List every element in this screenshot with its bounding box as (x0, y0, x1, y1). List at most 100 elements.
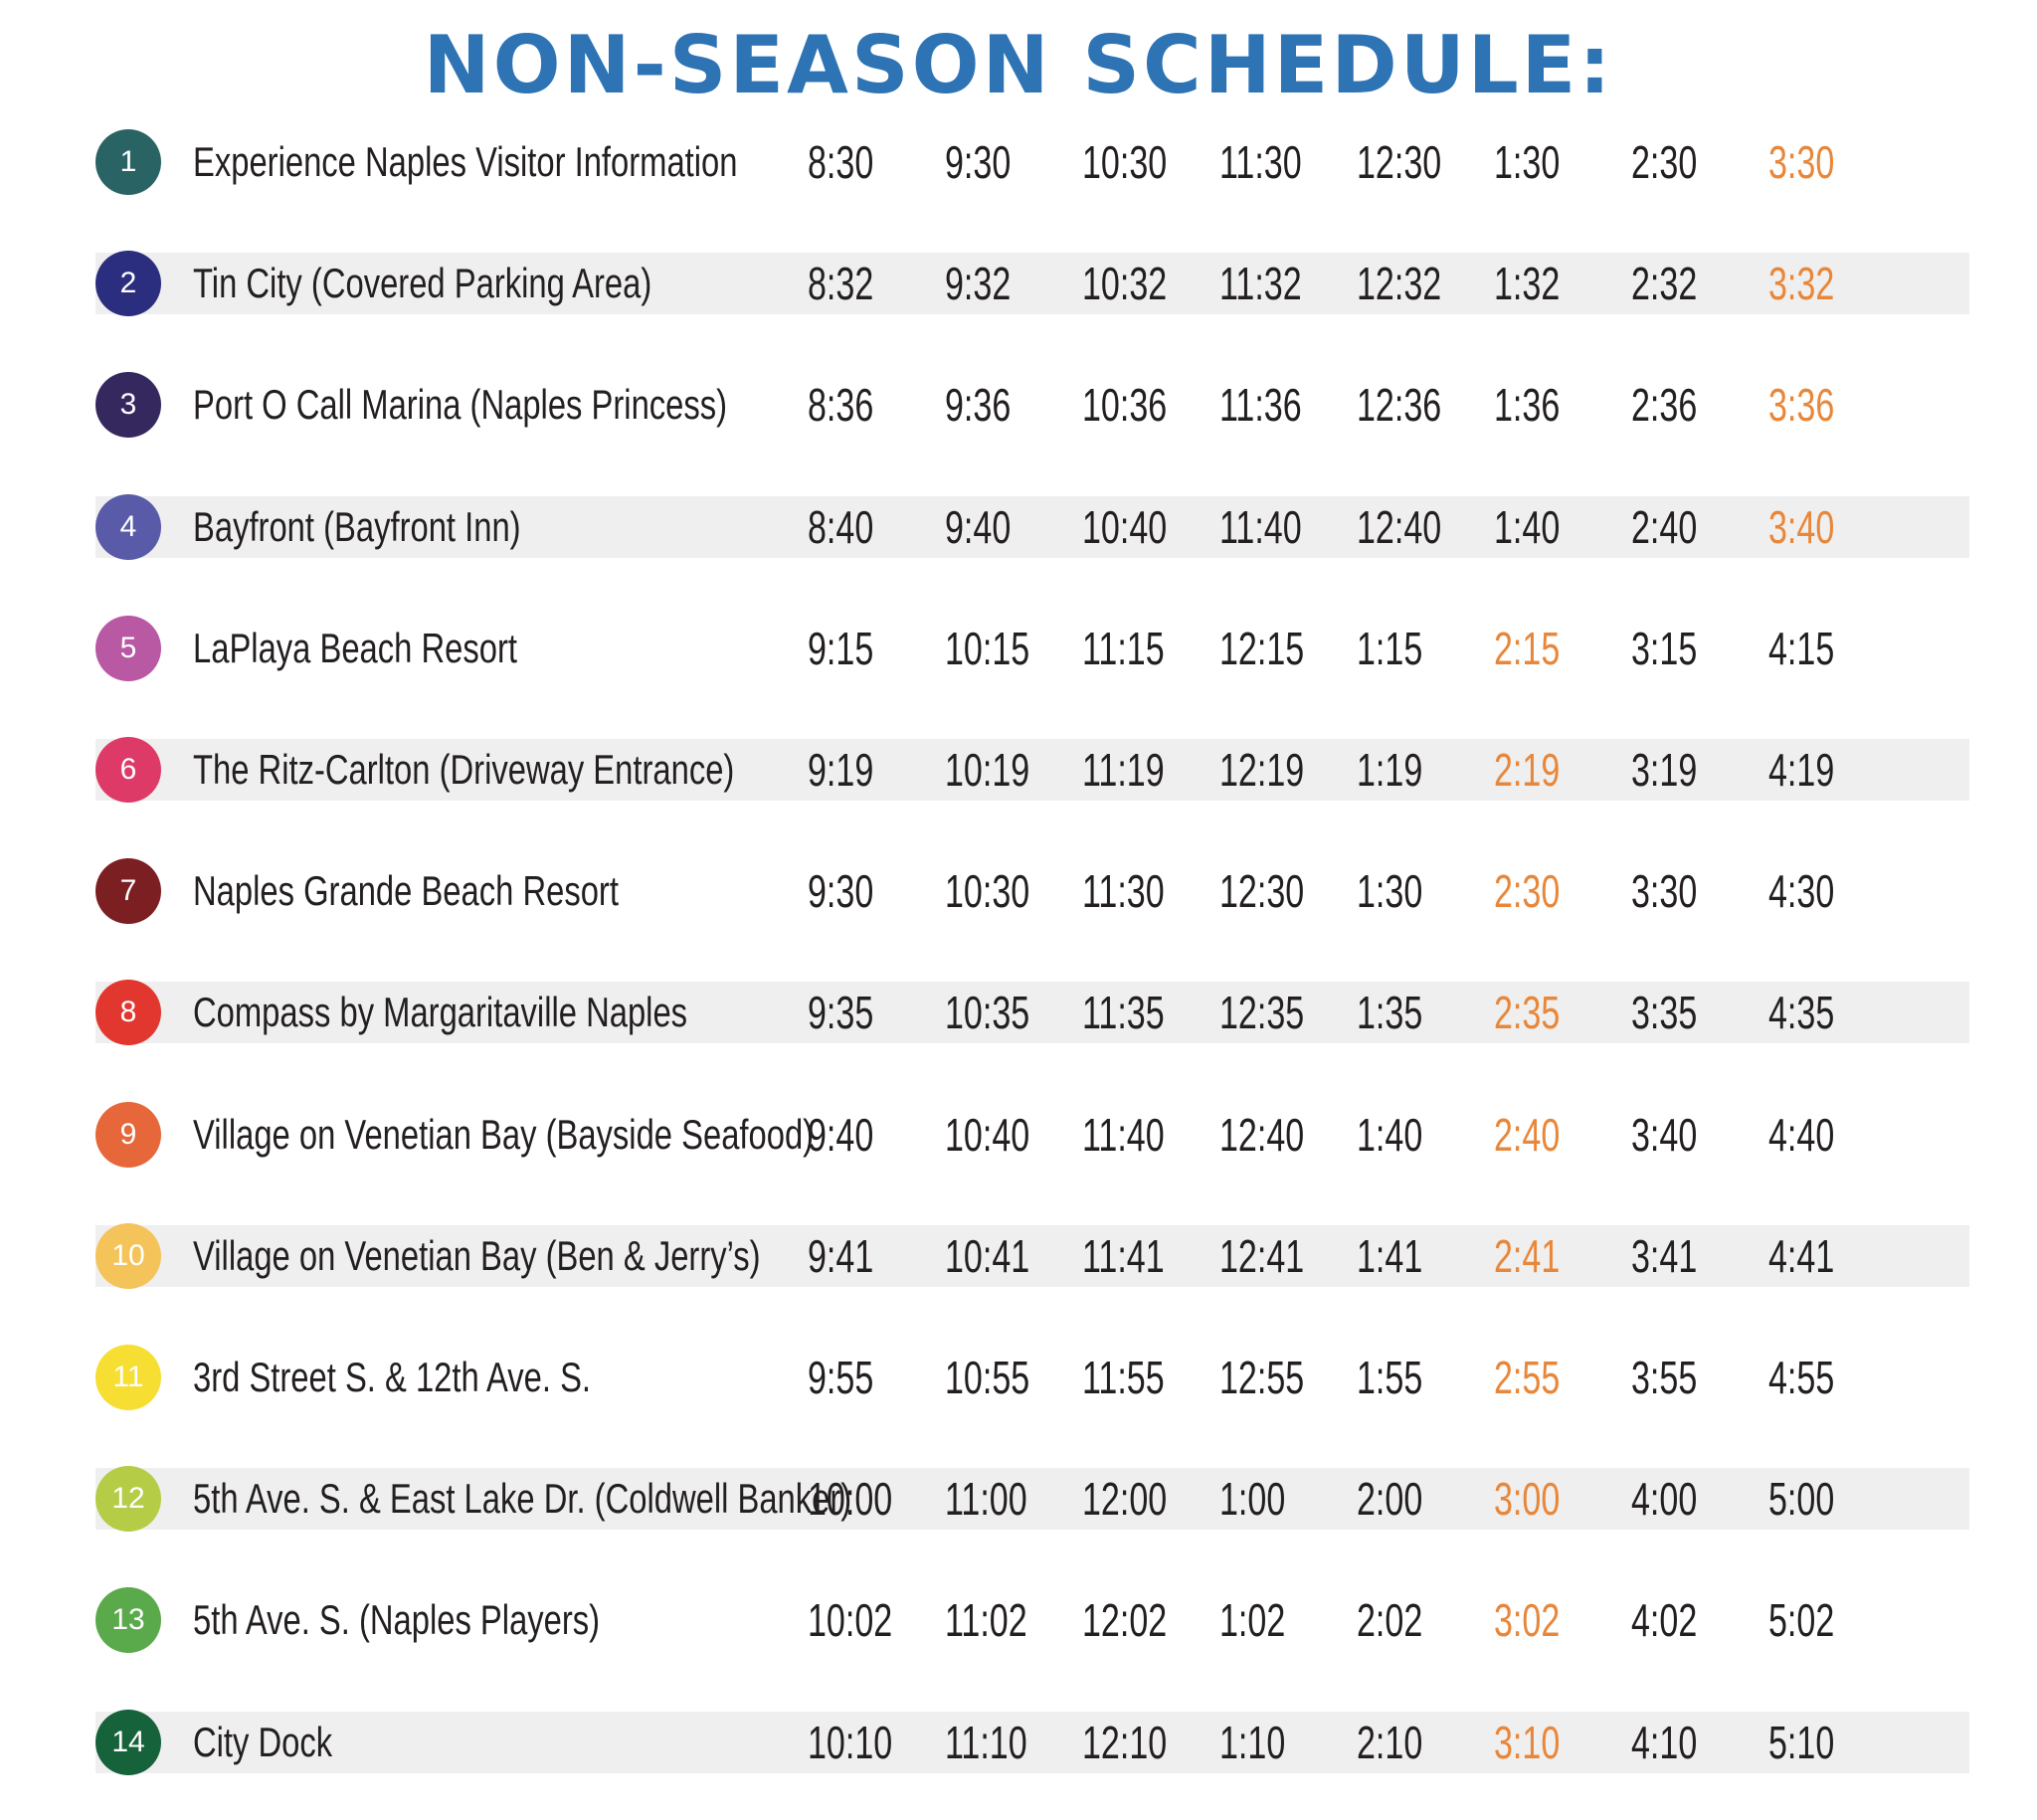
departure-time: 4:10 (1631, 1717, 1698, 1768)
stop-number-badge: 1 (95, 129, 161, 195)
departure-time: 9:30 (808, 865, 874, 917)
stop-name: Village on Venetian Bay (Ben & Jerry’s) (193, 1232, 761, 1279)
departure-time: 2:55 (1494, 1352, 1561, 1403)
departure-time: 11:35 (1082, 987, 1165, 1038)
stop-name: 5th Ave. S. (Naples Players) (193, 1596, 601, 1643)
departure-time: 3:10 (1494, 1717, 1561, 1768)
stop-number-badge: 3 (95, 372, 161, 438)
departure-time: 11:00 (945, 1473, 1027, 1525)
departure-time: 2:00 (1357, 1473, 1423, 1525)
departure-time: 2:30 (1494, 865, 1561, 917)
stop-number-badge: 8 (95, 980, 161, 1045)
departure-time: 3:19 (1631, 744, 1698, 796)
departure-time: 12:32 (1357, 258, 1442, 309)
table-row: 13 5th Ave. S. (Naples Players) 10:02 11:02… (95, 1587, 1969, 1653)
stop-number-badge: 12 (95, 1466, 161, 1532)
departure-time: 4:35 (1768, 987, 1835, 1038)
table-row: 5 LaPlaya Beach Resort 9:15 10:15 11:15 12:15… (95, 616, 1969, 681)
departure-time: 1:40 (1494, 501, 1561, 553)
departure-time: 3:40 (1768, 501, 1835, 553)
stop-number-badge: 2 (95, 251, 161, 316)
departure-time: 3:30 (1631, 865, 1698, 917)
departure-time: 4:00 (1631, 1473, 1698, 1525)
departure-time: 10:10 (808, 1717, 893, 1768)
departure-time: 2:19 (1494, 744, 1561, 796)
table-row: 3 Port O Call Marina (Naples Princess) 8:3… (95, 372, 1969, 438)
stop-number-badge: 7 (95, 858, 161, 924)
stop-number-badge: 14 (95, 1710, 161, 1775)
table-row: 6 The Ritz-Carlton (Driveway Entrance) 9:1… (95, 737, 1969, 803)
departure-time: 2:15 (1494, 623, 1561, 674)
departure-time: 12:19 (1219, 744, 1305, 796)
departure-time: 1:55 (1357, 1352, 1423, 1403)
departure-time: 8:40 (808, 501, 874, 553)
stop-number-badge: 13 (95, 1587, 161, 1653)
table-row: 4 Bayfront (Bayfront Inn) 8:40 9:40 10:40 11:… (95, 494, 1969, 560)
stop-name: Village on Venetian Bay (Bayside Seafood… (193, 1111, 815, 1158)
departure-time: 4:30 (1768, 865, 1835, 917)
departure-time: 3:55 (1631, 1352, 1698, 1403)
departure-time: 10:55 (945, 1352, 1030, 1403)
table-row: 1 Experience Naples Visitor Information 8:… (95, 129, 1969, 195)
stop-name: 3rd Street S. & 12th Ave. S. (193, 1354, 592, 1400)
departure-time: 2:40 (1631, 501, 1698, 553)
departure-time: 1:40 (1357, 1109, 1423, 1161)
departure-time: 10:35 (945, 987, 1030, 1038)
stop-name: City Dock (193, 1719, 333, 1765)
departure-time: 12:40 (1219, 1109, 1305, 1161)
departure-time: 5:02 (1768, 1594, 1835, 1646)
departure-time: 10:41 (945, 1230, 1030, 1282)
departure-time: 3:02 (1494, 1594, 1561, 1646)
departure-time: 1:35 (1357, 987, 1423, 1038)
table-row: 9 Village on Venetian Bay (Bayside Seafoo… (95, 1102, 1969, 1168)
departure-time: 10:30 (1082, 136, 1168, 188)
departure-time: 11:36 (1219, 379, 1302, 431)
departure-time: 12:00 (1082, 1473, 1168, 1525)
departure-time: 3:35 (1631, 987, 1698, 1038)
departure-time: 8:30 (808, 136, 874, 188)
departure-time: 4:19 (1768, 744, 1835, 796)
departure-time: 1:30 (1494, 136, 1561, 188)
departure-time: 12:35 (1219, 987, 1305, 1038)
table-row: 2 Tin City (Covered Parking Area) 8:32 9:32… (95, 251, 1969, 316)
departure-time: 12:40 (1357, 501, 1442, 553)
stop-name: Experience Naples Visitor Information (193, 138, 738, 185)
departure-time: 11:32 (1219, 258, 1302, 309)
page-title: NON-SEASON SCHEDULE: (423, 19, 1614, 111)
departure-time: 10:00 (808, 1473, 893, 1525)
departure-time: 12:30 (1357, 136, 1442, 188)
stop-number-badge: 10 (95, 1223, 161, 1289)
departure-time: 9:36 (945, 379, 1012, 431)
stop-name: Tin City (Covered Parking Area) (193, 260, 652, 306)
departure-time: 11:55 (1082, 1352, 1165, 1403)
departure-time: 11:15 (1082, 623, 1165, 674)
departure-time: 2:02 (1357, 1594, 1423, 1646)
departure-time: 2:30 (1631, 136, 1698, 188)
departure-time: 1:15 (1357, 623, 1423, 674)
departure-time: 11:41 (1082, 1230, 1165, 1282)
table-row: 12 5th Ave. S. & East Lake Dr. (Coldwell … (95, 1466, 1969, 1532)
departure-time: 2:36 (1631, 379, 1698, 431)
departure-time: 1:36 (1494, 379, 1561, 431)
departure-time: 2:41 (1494, 1230, 1561, 1282)
departure-time: 5:10 (1768, 1717, 1835, 1768)
departure-time: 12:15 (1219, 623, 1305, 674)
departure-time: 2:32 (1631, 258, 1698, 309)
departure-time: 1:10 (1219, 1717, 1286, 1768)
departure-time: 11:10 (945, 1717, 1027, 1768)
departure-time: 9:55 (808, 1352, 874, 1403)
stop-number-badge: 4 (95, 494, 161, 560)
departure-time: 10:02 (808, 1594, 893, 1646)
stop-name: 5th Ave. S. & East Lake Dr. (Coldwell Ba… (193, 1475, 852, 1522)
departure-time: 2:35 (1494, 987, 1561, 1038)
departure-time: 11:19 (1082, 744, 1165, 796)
stop-number-badge: 9 (95, 1102, 161, 1168)
departure-time: 8:32 (808, 258, 874, 309)
departure-time: 10:32 (1082, 258, 1168, 309)
departure-time: 9:15 (808, 623, 874, 674)
departure-time: 2:10 (1357, 1717, 1423, 1768)
stop-name: LaPlaya Beach Resort (193, 625, 517, 671)
departure-time: 11:40 (1082, 1109, 1165, 1161)
departure-time: 12:55 (1219, 1352, 1305, 1403)
